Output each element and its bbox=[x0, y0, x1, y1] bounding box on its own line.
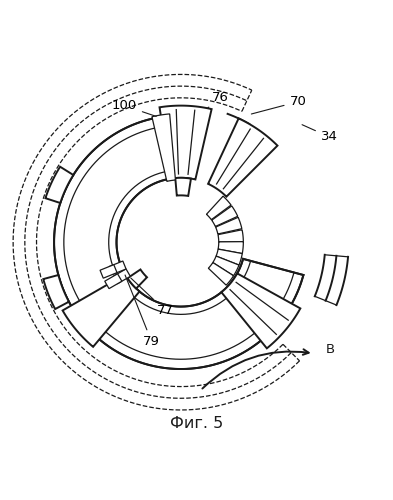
Polygon shape bbox=[100, 264, 117, 278]
Polygon shape bbox=[43, 275, 69, 309]
Polygon shape bbox=[216, 249, 242, 265]
Polygon shape bbox=[213, 256, 239, 276]
Polygon shape bbox=[62, 274, 140, 347]
Polygon shape bbox=[216, 218, 242, 234]
Polygon shape bbox=[208, 262, 233, 285]
Polygon shape bbox=[127, 270, 147, 288]
Text: 77: 77 bbox=[131, 278, 174, 317]
Polygon shape bbox=[206, 196, 231, 220]
Text: 79: 79 bbox=[125, 275, 160, 348]
Polygon shape bbox=[105, 274, 122, 288]
Text: B: B bbox=[325, 343, 334, 356]
Text: 34: 34 bbox=[302, 124, 338, 144]
Polygon shape bbox=[218, 242, 243, 254]
Polygon shape bbox=[160, 106, 211, 180]
Text: 70: 70 bbox=[252, 95, 307, 114]
Polygon shape bbox=[46, 166, 73, 203]
Text: 100: 100 bbox=[112, 99, 156, 116]
Polygon shape bbox=[212, 206, 238, 227]
Polygon shape bbox=[152, 114, 175, 182]
Text: 76: 76 bbox=[207, 92, 228, 108]
Polygon shape bbox=[221, 274, 300, 348]
Polygon shape bbox=[54, 118, 303, 369]
Polygon shape bbox=[109, 261, 126, 274]
Polygon shape bbox=[208, 118, 277, 196]
Text: Фиг. 5: Фиг. 5 bbox=[170, 416, 223, 431]
Polygon shape bbox=[113, 269, 130, 284]
Polygon shape bbox=[218, 230, 243, 242]
Polygon shape bbox=[175, 178, 191, 196]
